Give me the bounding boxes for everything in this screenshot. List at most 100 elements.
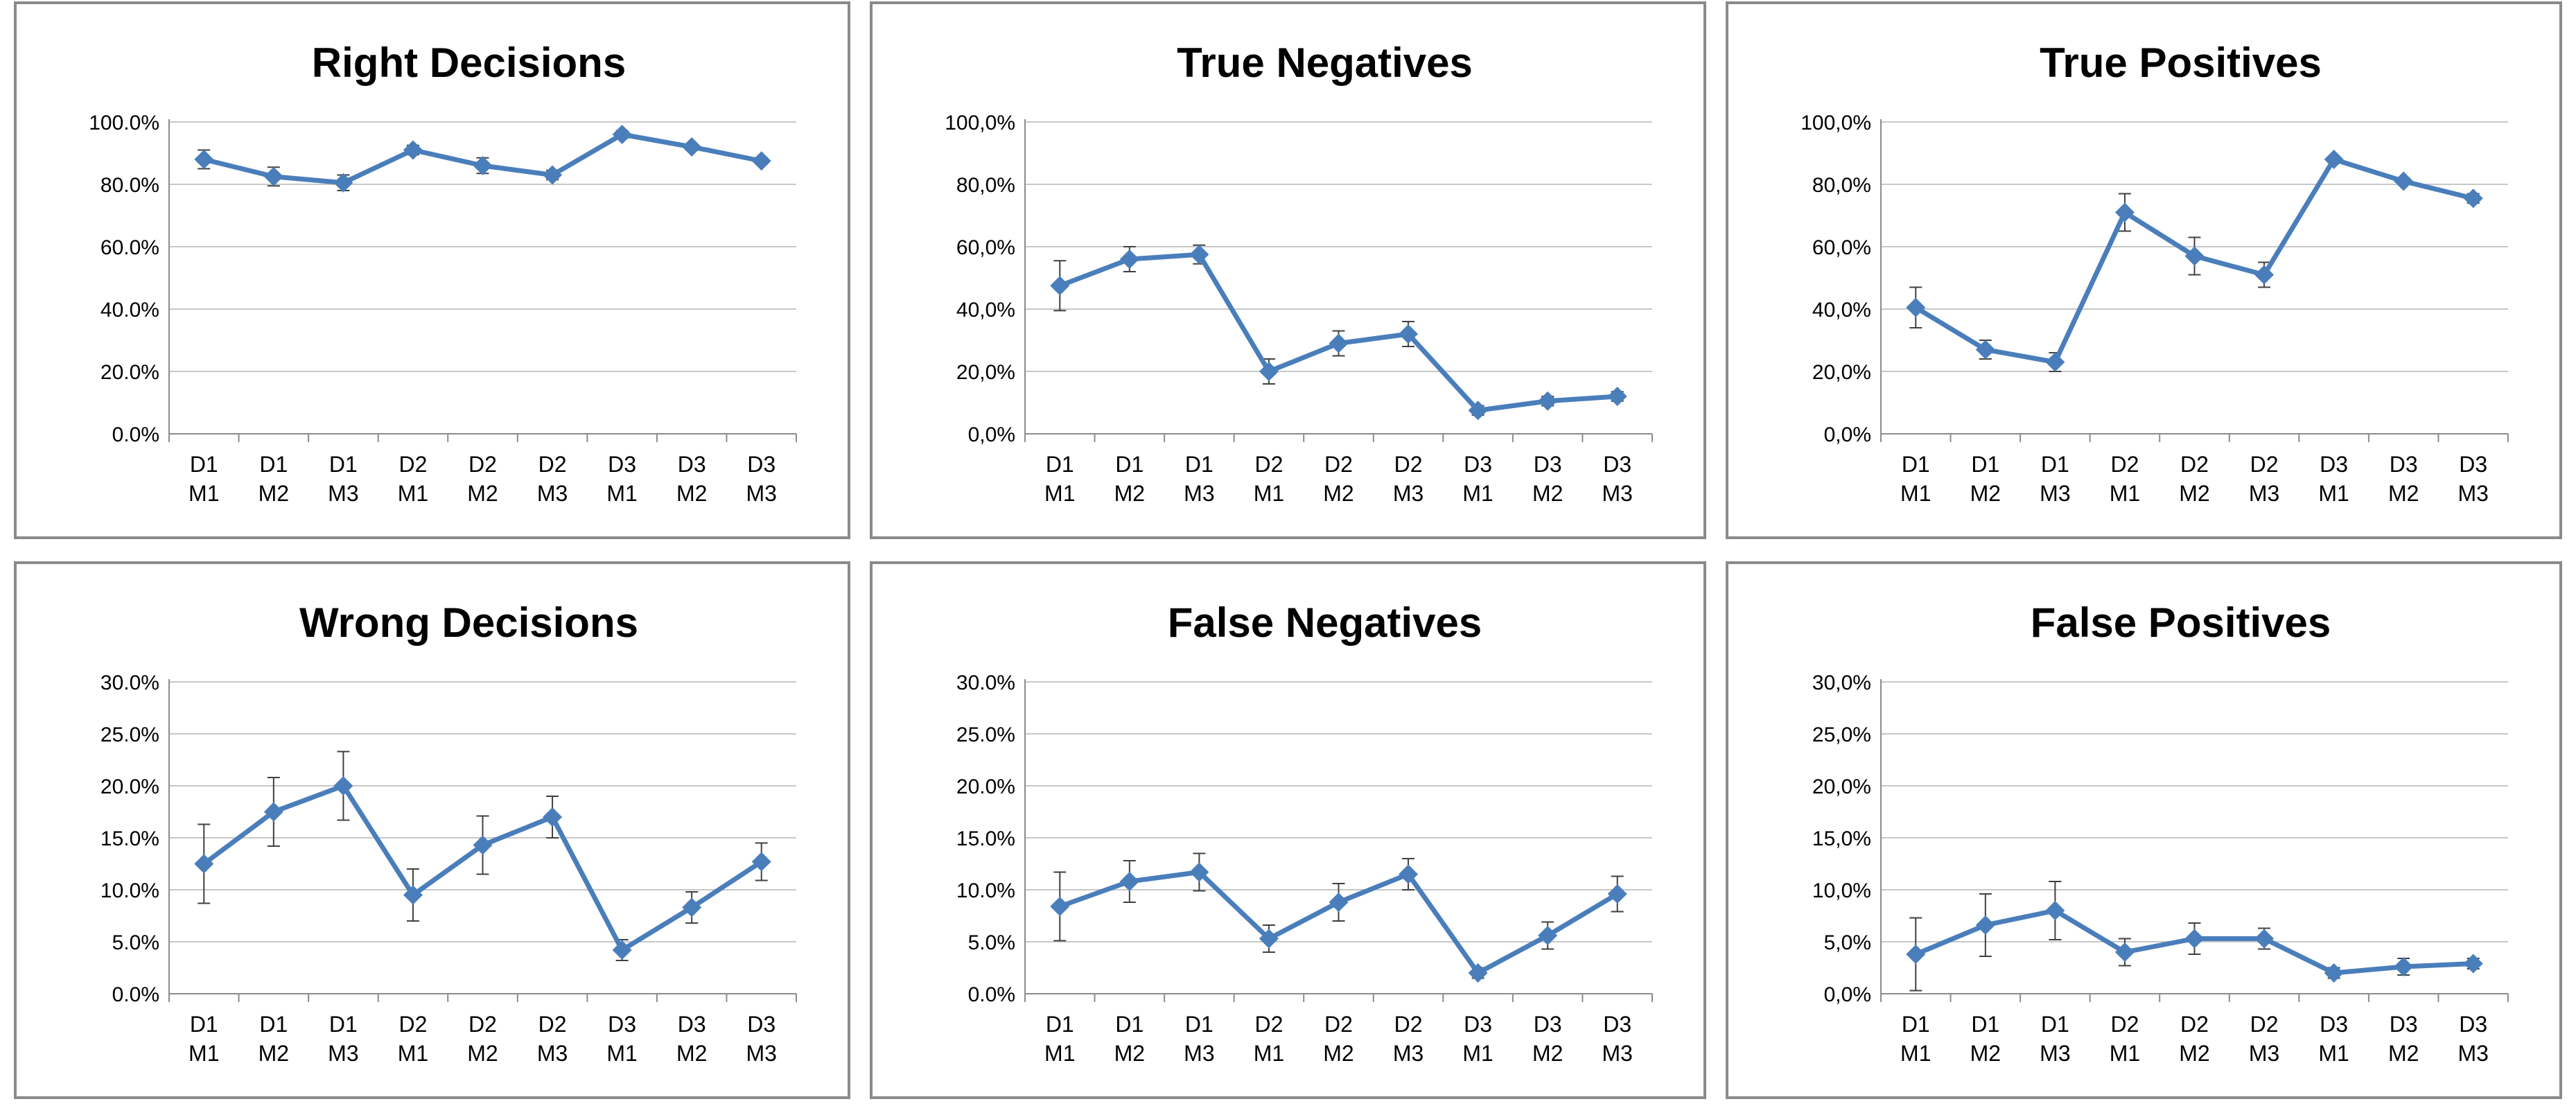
data-point <box>1189 245 1209 265</box>
x-tick-label: D3 M2 <box>1532 1012 1563 1066</box>
x-tick-label: D2 M1 <box>1254 1012 1284 1066</box>
data-point <box>2254 929 2275 949</box>
x-tick-label: D3 M3 <box>2457 452 2488 506</box>
x-tick-label: D2 M3 <box>1393 452 1423 506</box>
data-point <box>263 166 283 186</box>
data-point <box>1050 897 1070 916</box>
y-tick-label: 40.0% <box>100 299 159 322</box>
x-tick-label: D1 M1 <box>1900 1012 1931 1066</box>
data-point <box>2114 202 2135 222</box>
data-point <box>2463 954 2483 974</box>
chart-title: True Positives <box>2040 40 2322 86</box>
data-point <box>1975 915 1995 935</box>
x-tick-label: D1 M3 <box>1184 1012 1214 1066</box>
x-tick-label: D3 M2 <box>2388 452 2419 506</box>
x-tick-label: D2 M1 <box>2110 452 2140 506</box>
chart-title: False Positives <box>2031 599 2331 646</box>
y-tick-label: 30,0% <box>1812 672 1871 694</box>
x-tick-label: D2 M3 <box>2249 452 2279 506</box>
x-tick-label: D2 M2 <box>2179 452 2209 506</box>
y-tick-label: 30.0% <box>956 672 1015 694</box>
y-tick-label: 100.0% <box>89 112 159 134</box>
chart-svg: Wrong Decisions 0.0% 5.0% 10.0% 15.0% 20.0% 25… <box>100 599 797 1066</box>
y-tick-label: 100,0% <box>1800 112 1871 134</box>
data-point <box>1329 893 1349 912</box>
chart-svg: True Positives 0,0% 20,0% 40,0% 60,0% 80,0% 10… <box>1800 40 2509 506</box>
y-tick-label: 5.0% <box>968 931 1015 954</box>
data-point <box>1189 862 1209 882</box>
x-tick-label: D1 M3 <box>2040 452 2070 506</box>
chart-svg: Right Decisions 0.0% 20.0% 40.0% 60.0% 80.0% 1… <box>89 40 797 506</box>
chart-panel-false-negatives: False Negatives 0.0% 5.0% 10.0% 15.0% 20.0% 25… <box>870 561 1706 1099</box>
x-tick-label: D2 M1 <box>398 452 428 506</box>
y-tick-label: 5.0% <box>112 931 159 954</box>
data-point <box>2394 957 2414 976</box>
data-point <box>2324 963 2344 983</box>
x-tick-label: D2 M2 <box>1323 452 1353 506</box>
data-point <box>612 125 632 144</box>
x-tick-label: D2 M2 <box>2179 1012 2209 1066</box>
y-tick-label: 20.0% <box>100 361 159 384</box>
x-tick-label: D3 M1 <box>2318 452 2349 506</box>
x-tick-label: D3 M2 <box>676 452 707 506</box>
data-point <box>194 150 214 169</box>
x-tick-label: D2 M1 <box>398 1012 428 1066</box>
data-point <box>2045 901 2065 920</box>
data-point <box>473 835 493 855</box>
data-point <box>1329 333 1349 353</box>
data-point <box>2394 171 2414 191</box>
y-tick-label: 80,0% <box>1812 174 1871 197</box>
data-point <box>1906 297 1926 317</box>
y-tick-label: 80,0% <box>956 174 1015 197</box>
data-point <box>1399 864 1419 884</box>
y-tick-label: 20,0% <box>956 361 1015 384</box>
y-tick-label: 25.0% <box>956 723 1015 746</box>
y-tick-label: 20.0% <box>100 775 159 798</box>
y-tick-label: 10.0% <box>100 879 159 902</box>
x-tick-label: D3 M2 <box>676 1012 707 1066</box>
x-tick-label: D1 M3 <box>328 1012 358 1066</box>
chart-svg: True Negatives 0,0% 20,0% 40,0% 60,0% 80,0% 10… <box>945 40 1653 506</box>
data-point <box>543 165 563 185</box>
data-point <box>2184 246 2205 266</box>
chart-panel-true-positives: True Positives 0,0% 20,0% 40,0% 60,0% 80,0% 10… <box>1726 1 2562 539</box>
data-point <box>1259 929 1279 949</box>
x-tick-label: D1 M1 <box>189 1012 219 1066</box>
chart-panel-wrong-decisions: Wrong Decisions 0.0% 5.0% 10.0% 15.0% 20.0% 25… <box>14 561 850 1099</box>
chart-panel-true-negatives: True Negatives 0,0% 20,0% 40,0% 60,0% 80,0% 10… <box>870 1 1706 539</box>
x-tick-label: D1 M2 <box>1970 452 2001 506</box>
chart-svg: False Positives 0,0% 5,0% 10,0% 15,0% 20,0% 25… <box>1812 599 2509 1066</box>
x-tick-label: D3 M1 <box>1462 1012 1493 1066</box>
x-tick-label: D3 M1 <box>2318 1012 2349 1066</box>
data-point <box>1607 884 1627 904</box>
x-tick-label: D1 M1 <box>1044 452 1075 506</box>
x-tick-label: D3 M3 <box>2457 1012 2488 1066</box>
y-tick-label: 15,0% <box>1812 827 1871 850</box>
data-point <box>751 852 771 872</box>
x-tick-label: D3 M3 <box>746 1012 776 1066</box>
x-tick-label: D3 M1 <box>606 1012 637 1066</box>
chart-panel-false-positives: False Positives 0,0% 5,0% 10,0% 15,0% 20,0% 25… <box>1726 561 2562 1099</box>
data-point <box>403 885 423 905</box>
data-point <box>403 140 423 160</box>
y-tick-label: 30.0% <box>100 672 159 694</box>
x-tick-label: D1 M2 <box>1114 452 1145 506</box>
chart-panel-right-decisions: Right Decisions 0.0% 20.0% 40.0% 60.0% 80.0% 1… <box>14 1 850 539</box>
data-point <box>1259 362 1279 381</box>
y-tick-label: 15.0% <box>100 827 159 850</box>
y-tick-label: 25,0% <box>1812 723 1871 746</box>
x-tick-label: D3 M3 <box>1602 1012 1632 1066</box>
x-tick-label: D3 M2 <box>1532 452 1563 506</box>
x-tick-label: D3 M3 <box>746 452 776 506</box>
data-point <box>263 802 283 822</box>
data-point <box>2463 188 2483 209</box>
x-tick-label: D1 M3 <box>1184 452 1214 506</box>
y-tick-label: 20.0% <box>956 775 1015 798</box>
data-point <box>2254 265 2275 285</box>
y-tick-label: 60.0% <box>100 236 159 259</box>
data-point <box>2184 929 2205 949</box>
data-point <box>1119 872 1139 891</box>
x-tick-label: D1 M1 <box>1044 1012 1075 1066</box>
data-point <box>473 156 493 175</box>
y-tick-label: 40,0% <box>956 299 1015 322</box>
